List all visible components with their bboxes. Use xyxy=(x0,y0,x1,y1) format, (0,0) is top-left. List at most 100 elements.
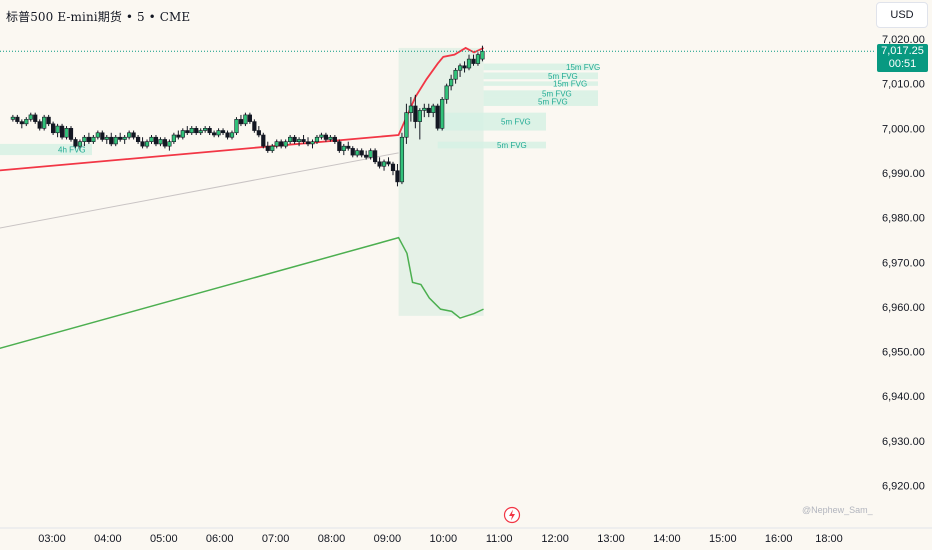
candle xyxy=(189,126,194,135)
candle-body xyxy=(332,136,337,142)
candle xyxy=(350,146,355,158)
price-axis-panel[interactable] xyxy=(874,0,932,528)
price-tick-label: 6,960.00 xyxy=(882,302,925,314)
candle xyxy=(122,134,127,144)
candle-body xyxy=(140,141,145,147)
candle-body xyxy=(381,161,387,167)
candle xyxy=(234,117,239,135)
candle-body xyxy=(135,136,141,142)
candle xyxy=(252,119,257,133)
candle-body xyxy=(59,125,65,138)
candle xyxy=(51,121,56,135)
candle-body xyxy=(440,98,445,129)
bar-countdown: 00:51 xyxy=(888,58,917,70)
candle xyxy=(265,141,270,153)
candle xyxy=(162,137,168,149)
candle-body xyxy=(261,134,266,147)
candle-body xyxy=(37,121,42,129)
candle-body xyxy=(144,141,150,147)
candle-body xyxy=(301,139,306,142)
chart-title: 标普500 E-mini期货 • 5 • CME xyxy=(6,10,191,24)
candle-body xyxy=(323,134,329,140)
last-price-tag: 7,017.25 00:51 xyxy=(877,44,928,72)
time-axis-labels: 03:00 04:00 05:00 06:00 07:00 08:00 09:00 10:00… xyxy=(38,533,843,545)
candle xyxy=(135,134,141,144)
candle xyxy=(337,139,342,153)
candle xyxy=(194,126,199,135)
candle xyxy=(243,112,248,127)
candle xyxy=(377,157,382,169)
candle-body xyxy=(453,69,458,80)
price-tick-label: 6,990.00 xyxy=(882,168,925,180)
fvg-label: 5m FVG xyxy=(538,98,568,107)
candle-body xyxy=(355,150,360,156)
candle-body xyxy=(377,161,382,167)
candle xyxy=(364,150,369,160)
price-tick-label: 6,930.00 xyxy=(882,436,925,448)
candle xyxy=(15,114,20,124)
candle-body xyxy=(404,112,409,138)
candle-body xyxy=(91,136,96,142)
candle-body xyxy=(171,134,176,142)
candle-body xyxy=(198,130,203,134)
candle-body xyxy=(216,130,221,136)
candle-body xyxy=(413,105,418,122)
candle xyxy=(319,132,324,140)
fvg-label: 4h FVG xyxy=(58,146,86,155)
candle-body xyxy=(113,136,118,145)
candle xyxy=(64,126,69,140)
candle xyxy=(46,114,51,127)
candle xyxy=(171,132,176,144)
candle-body xyxy=(395,170,400,183)
candle xyxy=(149,134,154,144)
candle-body xyxy=(296,139,302,142)
candle-body xyxy=(274,141,279,147)
candle-body xyxy=(364,154,369,158)
candle-body xyxy=(243,114,248,125)
candle xyxy=(466,54,472,71)
candle-body xyxy=(95,132,100,138)
candle xyxy=(24,117,29,127)
candle-body xyxy=(51,123,56,134)
candle xyxy=(10,114,15,122)
fvg-zone xyxy=(437,141,546,149)
candle xyxy=(390,161,396,176)
currency-button[interactable]: USD xyxy=(876,2,928,28)
candle xyxy=(395,164,400,187)
price-tick-label: 6,950.00 xyxy=(882,347,925,359)
time-tick-label: 13:00 xyxy=(597,533,625,545)
candle xyxy=(127,130,132,140)
candle xyxy=(109,132,114,147)
fvg-zone xyxy=(437,112,546,131)
fvg-zone xyxy=(483,97,598,106)
candle-body xyxy=(42,116,47,129)
candle xyxy=(185,126,190,135)
candle-body xyxy=(10,116,15,120)
candle-body xyxy=(46,116,51,125)
candle xyxy=(404,103,409,144)
candle xyxy=(274,139,279,149)
candle-body xyxy=(386,161,391,165)
candle xyxy=(355,148,360,158)
candle-body xyxy=(234,119,239,134)
economic-event-icon[interactable] xyxy=(503,506,521,524)
candle xyxy=(73,137,78,149)
candle xyxy=(28,112,33,122)
candle xyxy=(238,114,244,127)
candle xyxy=(131,130,136,140)
candle xyxy=(381,159,387,171)
fvg-label: 5m FVG xyxy=(497,141,527,150)
candle-body xyxy=(185,130,190,134)
candle xyxy=(292,134,297,144)
fvg-label: 15m FVG xyxy=(553,80,587,89)
candle xyxy=(332,134,337,144)
candle-body xyxy=(24,119,29,125)
candle-body xyxy=(131,132,136,138)
candle xyxy=(180,128,185,140)
candle-body xyxy=(435,105,440,129)
candle xyxy=(225,130,230,140)
candle xyxy=(305,137,311,147)
candle xyxy=(386,157,391,167)
candle-body xyxy=(225,132,230,138)
